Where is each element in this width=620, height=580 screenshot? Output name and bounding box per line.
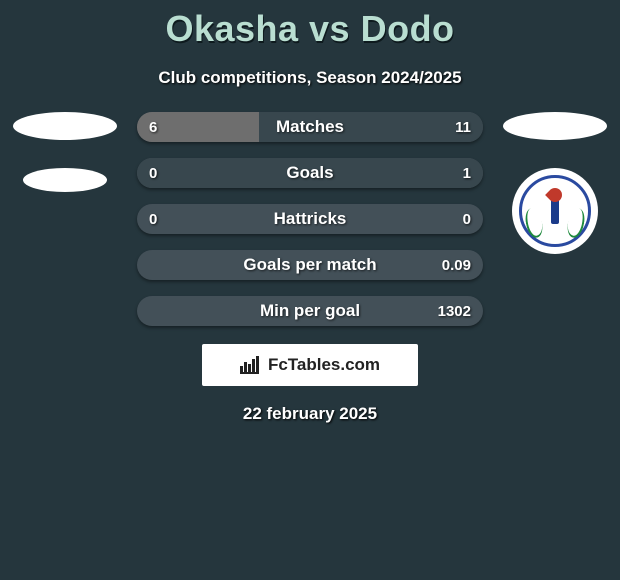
page-title: Okasha vs Dodo [0, 0, 620, 50]
stat-value-left: 0 [149, 211, 157, 228]
comparison-panel: 6Matches110Goals10Hattricks0Goals per ma… [0, 88, 620, 326]
stat-label: Goals per match [137, 255, 483, 275]
stat-bar: Goals per match0.09 [137, 250, 483, 280]
watermark-text: FcTables.com [268, 355, 380, 375]
stat-value-right: 1302 [438, 303, 471, 320]
stat-bar: 0Hattricks0 [137, 204, 483, 234]
bar-fill-right [137, 158, 483, 188]
right-player-column [496, 88, 614, 254]
stat-bar: 6Matches11 [137, 112, 483, 142]
player-photo-placeholder [13, 112, 117, 140]
stat-value-left: 0 [149, 165, 157, 182]
left-player-column [6, 88, 124, 192]
stat-value-right: 0 [463, 211, 471, 228]
date-label: 22 february 2025 [0, 404, 620, 424]
stat-value-right: 11 [455, 119, 471, 136]
stat-label: Hattricks [137, 209, 483, 229]
watermark-badge: FcTables.com [202, 344, 418, 386]
stat-value-right: 0.09 [442, 257, 471, 274]
stat-value-left: 6 [149, 119, 157, 136]
club-logo-placeholder [23, 168, 107, 192]
player-photo-placeholder [503, 112, 607, 140]
bar-chart-icon [240, 356, 262, 374]
bar-fill-right [259, 112, 483, 142]
stat-bar: Min per goal1302 [137, 296, 483, 326]
subtitle: Club competitions, Season 2024/2025 [0, 68, 620, 88]
stat-value-right: 1 [463, 165, 471, 182]
stat-bars: 6Matches110Goals10Hattricks0Goals per ma… [137, 88, 483, 326]
stat-label: Min per goal [137, 301, 483, 321]
stat-bar: 0Goals1 [137, 158, 483, 188]
club-badge-icon [512, 168, 598, 254]
